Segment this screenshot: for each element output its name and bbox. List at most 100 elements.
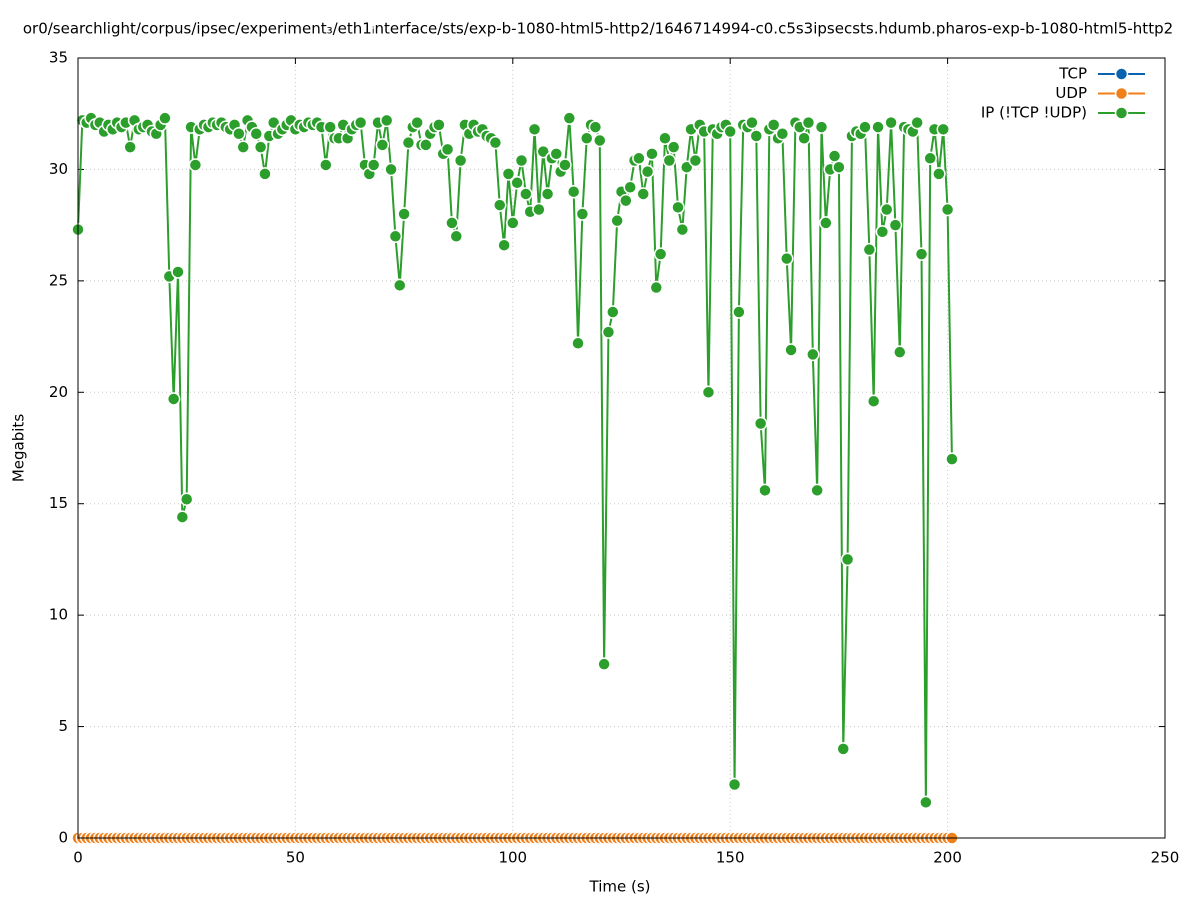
data-point: [123, 140, 137, 154]
data-point: [493, 198, 507, 212]
data-point: [814, 120, 829, 134]
data-point: [932, 167, 946, 181]
data-point: [319, 158, 333, 172]
data-point: [171, 265, 185, 279]
data-point: [640, 164, 655, 179]
data-point: [393, 278, 407, 293]
grid: 0 5 10 15 20 25 30 35 0 50 100 150 200 250: [49, 49, 1179, 867]
data-point: [658, 131, 672, 145]
data-point: [606, 305, 620, 319]
y-tick-label: 35: [49, 49, 68, 67]
data-point: [801, 115, 816, 130]
data-point: [940, 202, 955, 217]
data-point: [766, 118, 781, 132]
plot: [71, 111, 959, 845]
data-point: [440, 142, 455, 157]
legend-label: IP (!TCP !UDP): [981, 104, 1087, 122]
data-point: [827, 149, 842, 163]
data-point: [549, 147, 564, 161]
data-point: [188, 158, 203, 172]
data-point: [158, 111, 172, 125]
data-point: [179, 492, 194, 507]
data-point: [445, 216, 459, 230]
data-point: [379, 113, 394, 128]
data-point: [514, 153, 529, 168]
data-point: [866, 394, 881, 408]
y-tick-label: 0: [58, 829, 68, 847]
data-point: [784, 343, 798, 357]
data-point: [875, 225, 890, 239]
data-point: [797, 131, 811, 145]
data-point: [862, 242, 877, 257]
data-point: [914, 247, 929, 261]
data-point: [575, 207, 590, 221]
y-tick-label: 30: [49, 160, 68, 178]
data-point: [532, 202, 546, 217]
data-point: [888, 218, 903, 232]
data-point: [506, 216, 520, 230]
data-point: [758, 483, 772, 498]
x-tick-label: 100: [498, 849, 527, 867]
x-tick-label: 50: [286, 849, 305, 867]
data-point: [775, 127, 790, 141]
data-point: [401, 135, 416, 150]
data-point: [501, 167, 516, 181]
legend-swatch-point: [1114, 67, 1129, 81]
data-point: [732, 305, 746, 319]
data-point: [388, 229, 403, 244]
data-point: [645, 147, 659, 161]
data-point: [566, 184, 581, 199]
x-tick-label: 150: [716, 849, 745, 867]
data-point: [836, 742, 850, 756]
data-point: [749, 129, 764, 143]
data-point: [723, 124, 737, 139]
data-point: [671, 200, 685, 215]
data-point: [688, 153, 703, 168]
data-point: [879, 202, 894, 217]
data-point: [832, 160, 846, 174]
data-point: [571, 336, 585, 351]
data-point: [840, 552, 855, 567]
data-point: [527, 122, 542, 137]
legend-label: UDP: [1055, 84, 1087, 102]
data-point: [910, 115, 924, 130]
y-tick-label: 15: [49, 494, 68, 512]
legend-label: TCP: [1058, 65, 1087, 83]
data-point: [745, 115, 759, 130]
data-point: [806, 347, 820, 362]
data-point: [232, 127, 246, 141]
y-tick-label: 10: [49, 606, 68, 624]
data-point: [675, 222, 690, 237]
legend-swatch-point: [1114, 86, 1129, 101]
y-axis-label: Megabits: [10, 414, 28, 482]
data-point: [923, 151, 937, 166]
plot-border: [77, 57, 1166, 839]
data-point: [510, 176, 524, 190]
data-point: [727, 777, 742, 792]
data-point: [884, 115, 898, 130]
data-point: [536, 144, 550, 159]
legend-swatch-point: [1114, 106, 1129, 120]
data-point: [384, 162, 398, 177]
y-tick-label: 25: [49, 271, 68, 289]
data-point: [410, 115, 424, 130]
data-point: [649, 280, 664, 295]
data-point: [662, 153, 677, 168]
data-point: [419, 138, 433, 152]
data-point: [353, 115, 368, 130]
data-point: [432, 118, 446, 132]
data-point: [166, 392, 181, 406]
data-point: [597, 657, 611, 671]
data-point: [679, 160, 694, 174]
data-point: [258, 167, 272, 181]
data-point: [893, 345, 907, 359]
data-point: [175, 510, 190, 524]
data-point: [558, 158, 572, 172]
data-point: [858, 120, 872, 134]
data-point: [871, 120, 885, 134]
data-point: [453, 153, 468, 168]
data-point: [562, 111, 577, 125]
data-point: [945, 452, 959, 466]
